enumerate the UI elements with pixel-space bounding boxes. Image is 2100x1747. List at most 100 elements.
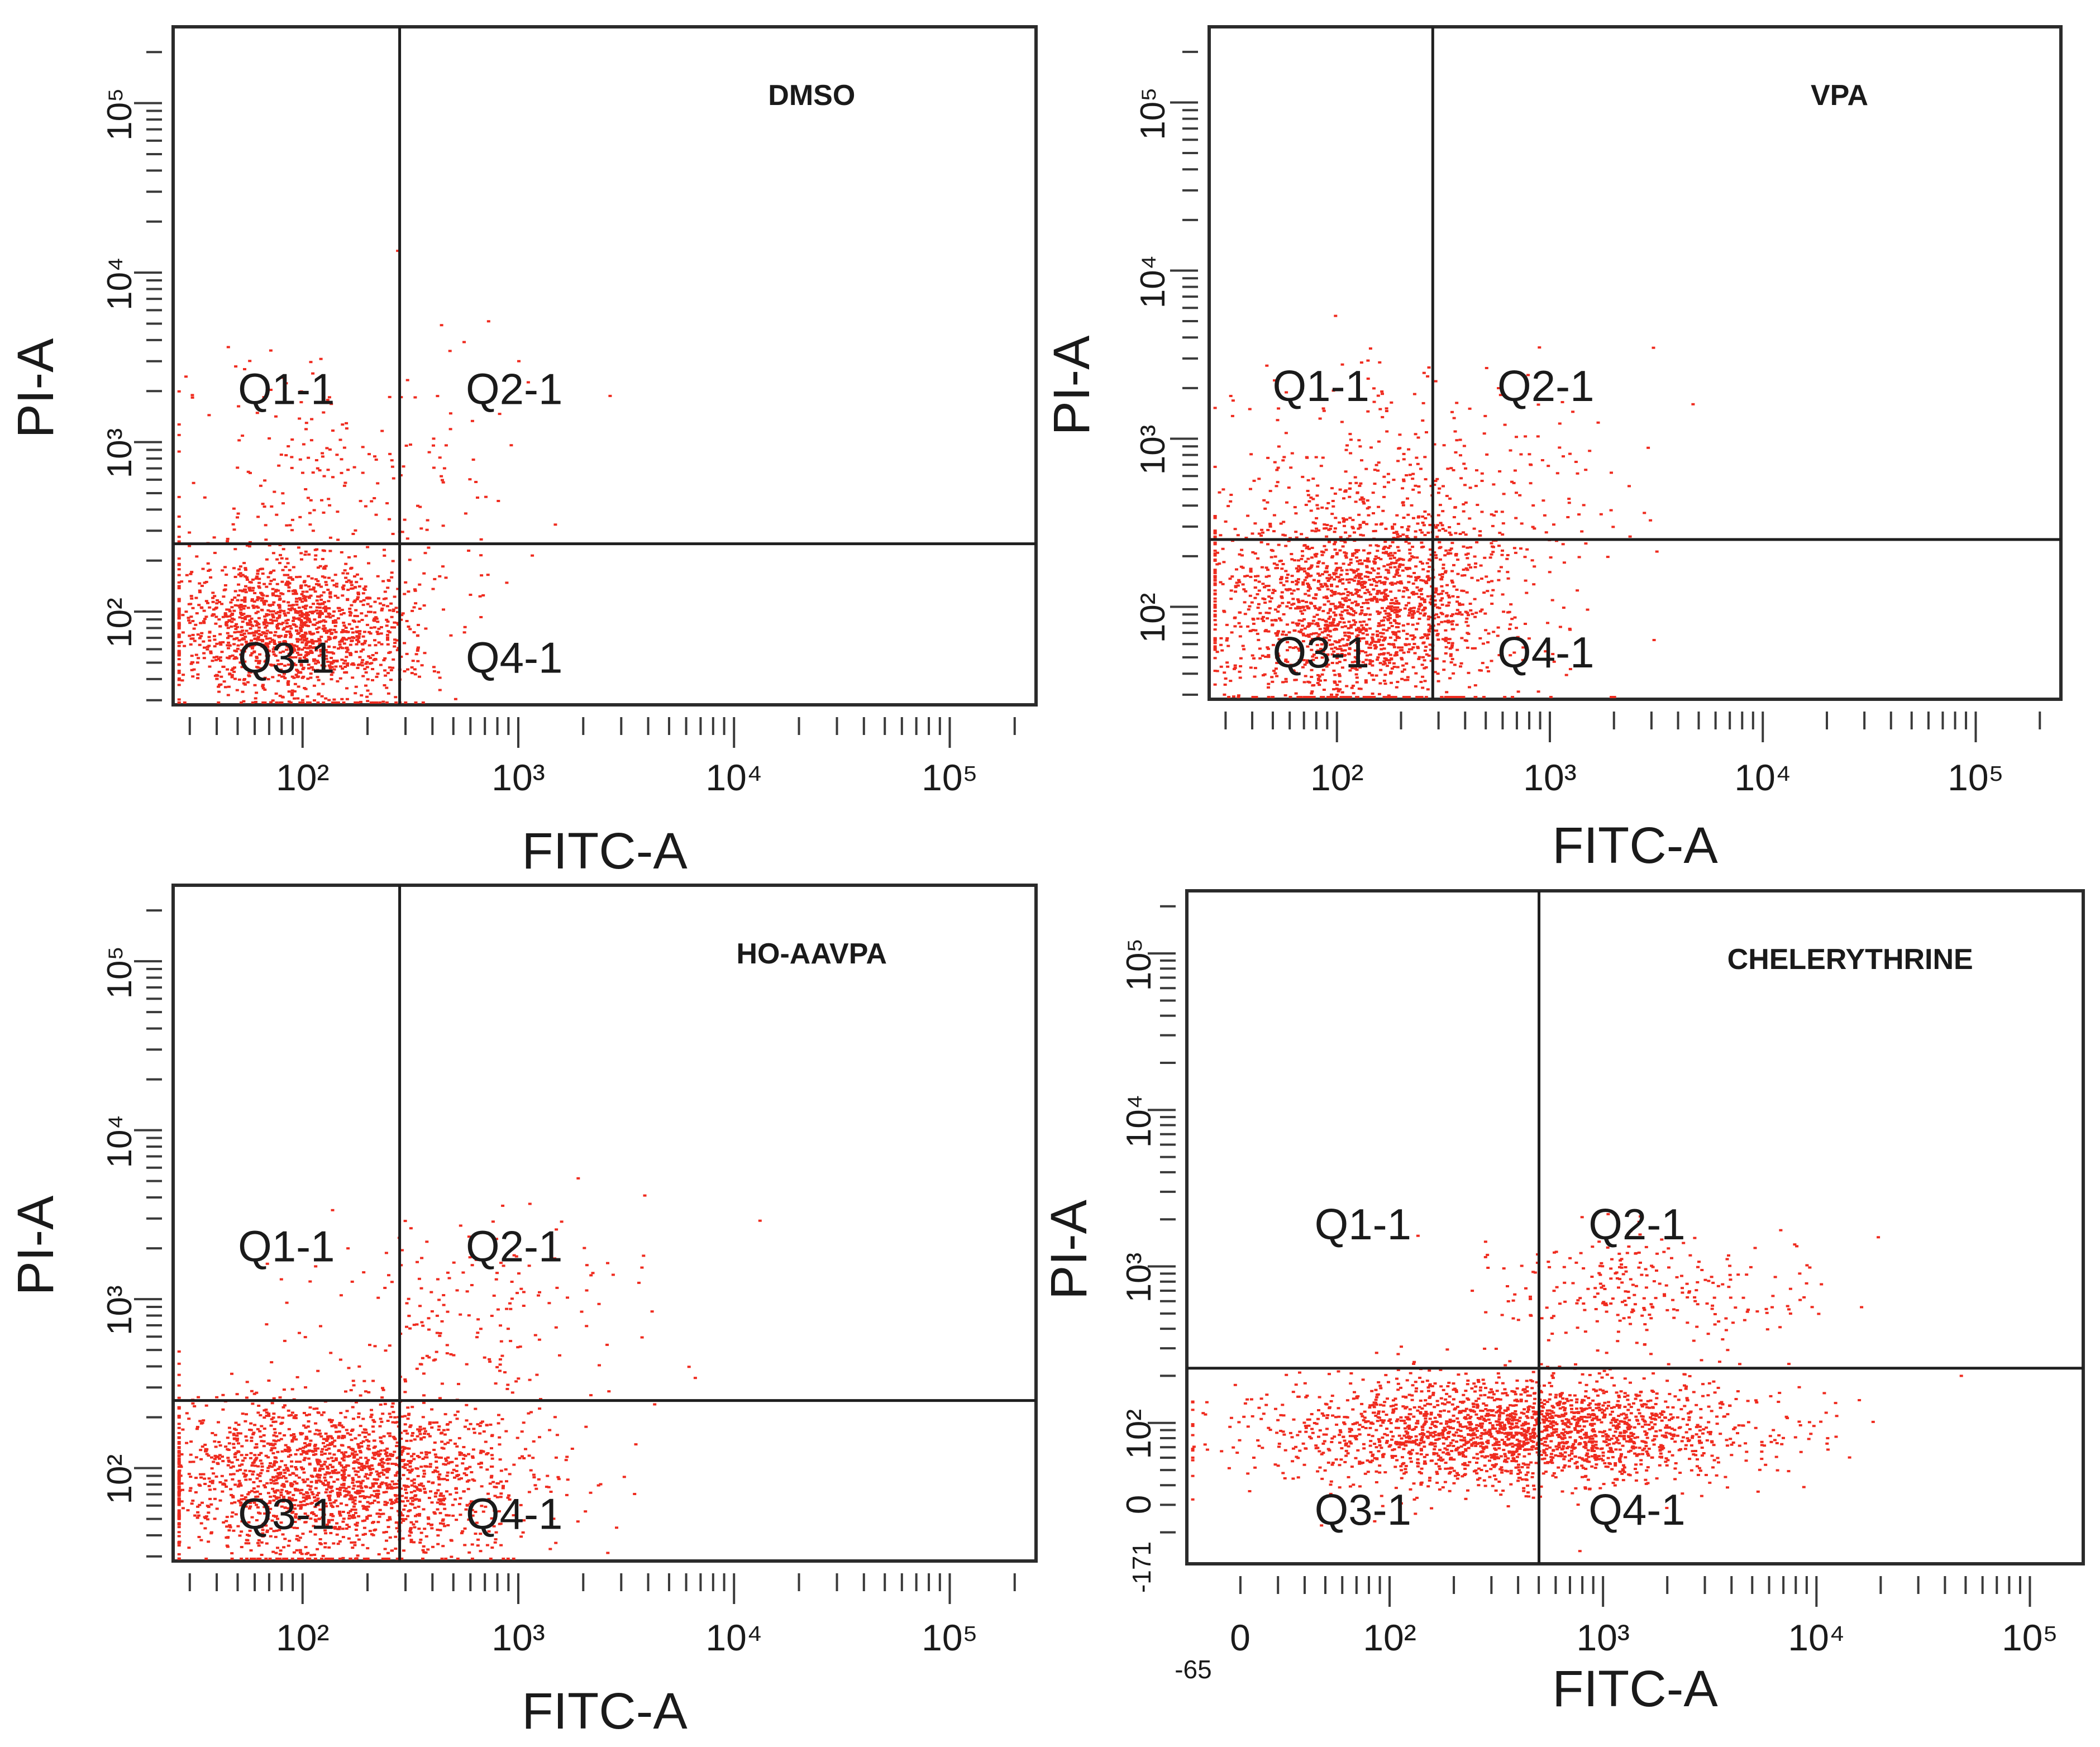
- event-dot: [235, 657, 238, 660]
- event-dot: [1422, 614, 1426, 617]
- event-dot: [260, 597, 264, 600]
- event-dot: [1358, 559, 1362, 562]
- event-dot: [454, 1414, 457, 1416]
- event-dot: [1313, 522, 1317, 524]
- event-dot: [1338, 580, 1342, 583]
- event-dot: [1396, 606, 1400, 609]
- event-dot: [352, 1505, 356, 1508]
- event-dot: [1219, 665, 1223, 668]
- event-dot: [1315, 517, 1319, 519]
- event-dot: [230, 620, 234, 623]
- event-dot: [1393, 631, 1397, 634]
- event-dot: [1571, 411, 1575, 413]
- event-dot: [1485, 453, 1489, 456]
- event-dot: [369, 605, 373, 608]
- event-dot: [354, 692, 357, 695]
- event-dot: [1372, 387, 1376, 390]
- event-dot: [1364, 467, 1368, 470]
- event-dot: [235, 637, 239, 639]
- event-dot: [1479, 564, 1483, 567]
- event-dot: [1501, 533, 1505, 536]
- event-dot: [386, 692, 390, 695]
- event-dot: [1523, 556, 1527, 559]
- event-dot: [177, 562, 181, 565]
- event-dot: [1412, 612, 1416, 614]
- event-dot: [1285, 588, 1288, 591]
- event-dot: [203, 1477, 207, 1480]
- event-dot: [304, 654, 308, 657]
- event-dot: [226, 537, 230, 540]
- event-dot: [225, 608, 229, 611]
- event-dot: [1427, 654, 1431, 657]
- event-dot: [436, 395, 440, 398]
- event-dot: [1213, 572, 1217, 574]
- event-dot: [341, 667, 345, 670]
- event-dot: [332, 584, 336, 586]
- event-dot: [261, 701, 265, 704]
- event-dot: [235, 689, 239, 691]
- event-dot: [1415, 696, 1419, 698]
- event-dot: [1525, 548, 1529, 551]
- event-dot: [1436, 638, 1440, 641]
- event-dot: [499, 1544, 503, 1546]
- event-dot: [1335, 693, 1339, 696]
- event-dot: [1407, 566, 1411, 569]
- event-dot: [383, 1402, 387, 1405]
- event-dot: [1425, 575, 1429, 578]
- event-dot: [245, 579, 249, 581]
- event-dot: [385, 1501, 389, 1504]
- event-dot: [373, 1490, 376, 1492]
- event-dot: [1436, 491, 1440, 494]
- event-dot: [418, 1541, 422, 1544]
- event-dot: [1306, 633, 1310, 636]
- event-dot: [1349, 452, 1353, 455]
- event-dot: [485, 1468, 489, 1471]
- event-dot: [213, 638, 217, 641]
- event-dot: [1404, 643, 1407, 646]
- event-dot: [1454, 451, 1458, 454]
- event-dot: [214, 615, 218, 618]
- event-dot: [328, 536, 332, 539]
- event-dot: [258, 653, 262, 656]
- event-dot: [1416, 522, 1420, 525]
- event-dot: [481, 594, 485, 596]
- event-dot: [1296, 605, 1300, 608]
- event-dot: [391, 1453, 395, 1456]
- event-dot: [1462, 445, 1466, 447]
- event-dot: [284, 382, 288, 385]
- event-dot: [356, 664, 360, 666]
- event-dot: [316, 612, 319, 615]
- event-dot: [340, 471, 343, 474]
- event-dot: [287, 1455, 290, 1458]
- event-dot: [332, 628, 336, 631]
- event-dot: [1371, 638, 1374, 641]
- event-dot: [355, 643, 359, 646]
- event-dot: [1335, 585, 1339, 588]
- event-dot: [299, 671, 303, 674]
- event-dot: [403, 642, 407, 645]
- event-dot: [267, 622, 271, 624]
- event-dot: [1306, 479, 1310, 481]
- event-dot: [1233, 664, 1237, 667]
- event-dot: [490, 1454, 494, 1457]
- event-dot: [249, 654, 253, 657]
- event-dot: [485, 1544, 489, 1546]
- event-dot: [1312, 605, 1316, 608]
- event-dot: [633, 1493, 637, 1495]
- event-dot: [1459, 477, 1463, 480]
- event-dot: [1485, 666, 1489, 669]
- event-dot: [252, 1392, 256, 1395]
- event-dot: [1343, 490, 1347, 493]
- event-dot: [1363, 560, 1367, 562]
- event-dot: [304, 422, 308, 424]
- event-dot: [307, 553, 311, 556]
- event-dot: [1249, 567, 1253, 570]
- event-dot: [1416, 622, 1420, 625]
- event-dot: [299, 653, 303, 656]
- event-dot: [193, 1405, 197, 1407]
- event-dot: [1368, 643, 1372, 646]
- event-dot: [1213, 610, 1217, 613]
- event-dot: [309, 1481, 313, 1483]
- event-dot: [177, 585, 181, 588]
- event-dot: [380, 1420, 384, 1423]
